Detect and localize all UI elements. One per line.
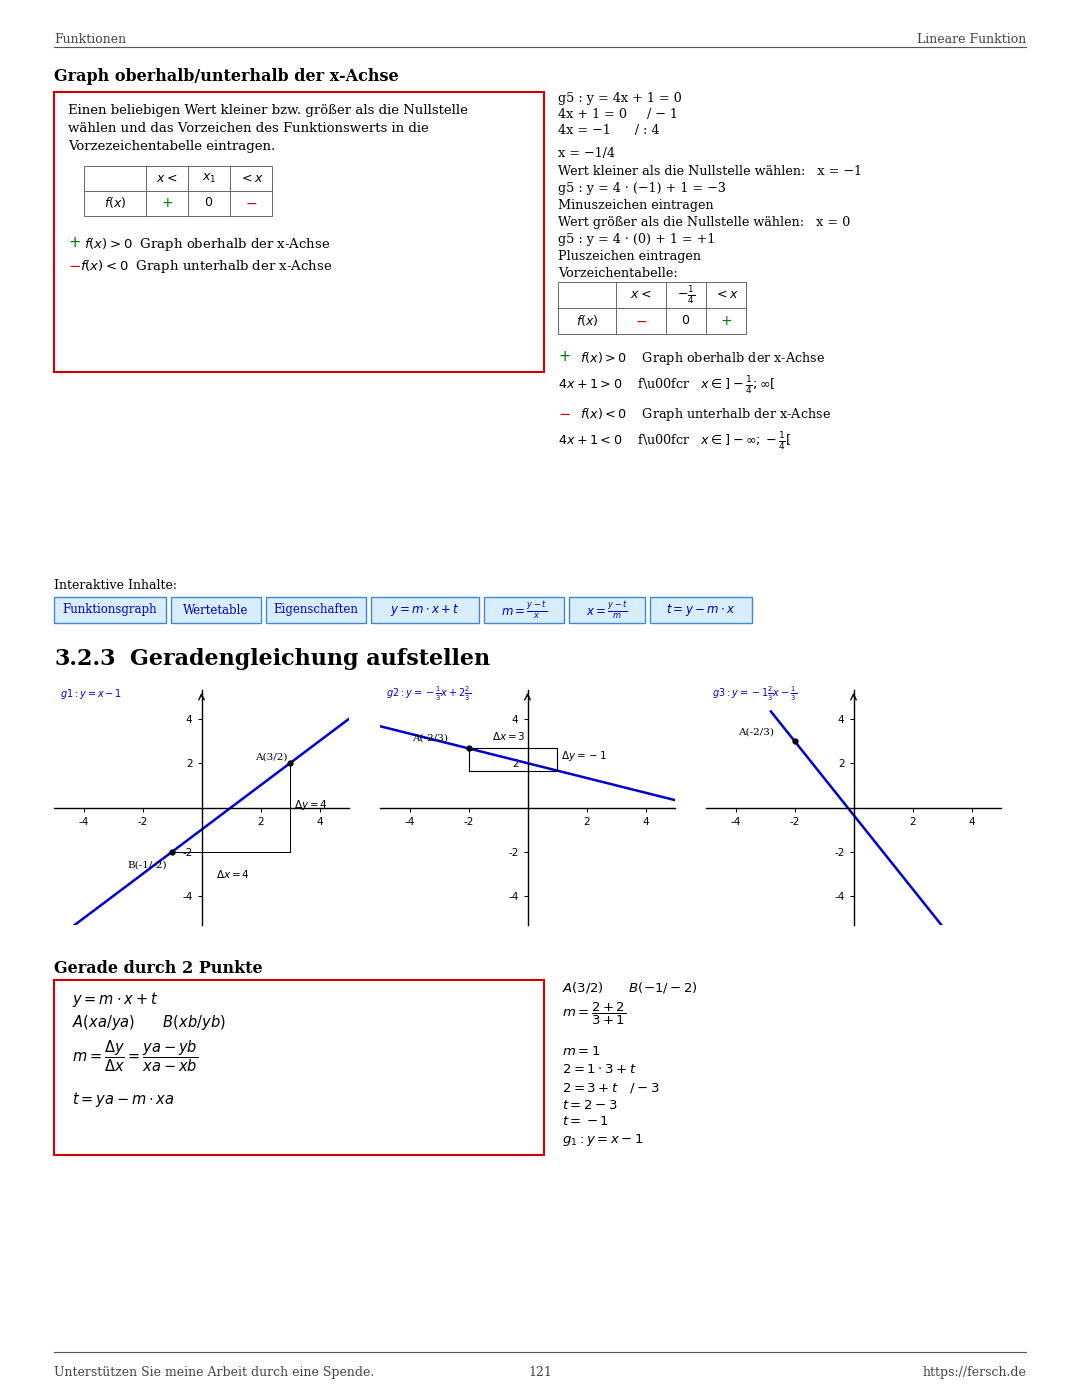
Text: $A(3/2)\quad\quad B(-1/-2)$: $A(3/2)\quad\quad B(-1/-2)$	[562, 981, 698, 995]
Text: Interaktive Inhalte:: Interaktive Inhalte:	[54, 578, 177, 592]
Text: Geradengleichung aufstellen: Geradengleichung aufstellen	[130, 648, 490, 671]
Text: $\Delta x = 3$: $\Delta x = 3$	[492, 729, 526, 742]
Text: A(-2/3): A(-2/3)	[739, 728, 774, 736]
Text: 4x + 1 = 0     / − 1: 4x + 1 = 0 / − 1	[558, 108, 678, 122]
Text: 4x = −1      / : 4: 4x = −1 / : 4	[558, 124, 660, 137]
Text: Gerade durch 2 Punkte: Gerade durch 2 Punkte	[54, 960, 262, 977]
Bar	[650, 597, 752, 623]
Text: $x = \frac{y-t}{m}$: $x = \frac{y-t}{m}$	[586, 599, 629, 620]
Text: $m = \frac{y-t}{x}$: $m = \frac{y-t}{x}$	[501, 599, 548, 620]
Text: $-$: $-$	[245, 196, 257, 210]
Text: $t = 2 - 3$: $t = 2 - 3$	[562, 1099, 618, 1112]
Text: $+$: $+$	[68, 236, 81, 250]
Text: g5 : y = 4x + 1 = 0: g5 : y = 4x + 1 = 0	[558, 92, 681, 105]
Text: $y = m \cdot x + t$: $y = m \cdot x + t$	[72, 990, 159, 1009]
Text: Pluszeichen eintragen: Pluszeichen eintragen	[558, 250, 701, 263]
Text: $-\frac{1}{4}$: $-\frac{1}{4}$	[677, 284, 696, 306]
Text: $f(x)$: $f(x)$	[576, 313, 598, 328]
Text: Unterstützen Sie meine Arbeit durch eine Spende.: Unterstützen Sie meine Arbeit durch eine…	[54, 1366, 375, 1379]
Text: Einen beliebigen Wert kleiner bzw. größer als die Nullstelle: Einen beliebigen Wert kleiner bzw. größe…	[68, 103, 468, 117]
Text: $< x$: $< x$	[714, 289, 739, 302]
Text: $y = m \cdot x + t$: $y = m \cdot x + t$	[390, 602, 460, 617]
Text: B(-1/-2): B(-1/-2)	[127, 861, 167, 869]
Text: $2 = 1 \cdot 3 + t$: $2 = 1 \cdot 3 + t$	[562, 1063, 637, 1076]
Text: $0$: $0$	[204, 197, 214, 210]
Text: $4x + 1 > 0$    f\u00fcr   $x \in ]-\frac{1}{4}; \infty[$: $4x + 1 > 0$ f\u00fcr $x \in ]-\frac{1}{…	[558, 374, 775, 395]
Text: $x_1$: $x_1$	[202, 172, 216, 184]
Bar	[54, 92, 544, 372]
Bar	[54, 597, 166, 623]
Bar	[54, 981, 544, 1155]
Text: $A(xa/ya)\quad\quad B(xb/yb)$: $A(xa/ya)\quad\quad B(xb/yb)$	[72, 1013, 226, 1032]
Text: $f(x) > 0$  Graph oberhalb der x-Achse: $f(x) > 0$ Graph oberhalb der x-Achse	[84, 236, 330, 253]
Text: $t = ya - m \cdot xa$: $t = ya - m \cdot xa$	[72, 1090, 175, 1109]
Text: $g2: y = -\frac{1}{3}x + 2\frac{2}{3}$: $g2: y = -\frac{1}{3}x + 2\frac{2}{3}$	[386, 685, 471, 703]
Bar	[558, 282, 746, 334]
Text: $g1: y = x - 1$: $g1: y = x - 1$	[59, 687, 122, 701]
Text: Wert kleiner als die Nullstelle wählen:   x = −1: Wert kleiner als die Nullstelle wählen: …	[558, 165, 862, 177]
Text: $t = y - m \cdot x$: $t = y - m \cdot x$	[666, 602, 735, 617]
Text: Funktionen: Funktionen	[54, 34, 126, 46]
Text: A(3/2): A(3/2)	[255, 753, 287, 761]
Bar	[569, 597, 645, 623]
Text: $m = \dfrac{2+2}{3+1}$: $m = \dfrac{2+2}{3+1}$	[562, 1002, 626, 1027]
Text: $-$: $-$	[635, 314, 647, 328]
Text: $m = 1$: $m = 1$	[562, 1045, 600, 1058]
Text: $-$: $-$	[68, 258, 81, 272]
Text: $f(x)$: $f(x)$	[104, 196, 126, 211]
Text: g5 : y = 4 · (−1) + 1 = −3: g5 : y = 4 · (−1) + 1 = −3	[558, 182, 726, 196]
Text: Minuszeichen eintragen: Minuszeichen eintragen	[558, 198, 714, 212]
Text: $g3: y = -1\frac{2}{3}x - \frac{1}{3}$: $g3: y = -1\frac{2}{3}x - \frac{1}{3}$	[712, 685, 797, 703]
Text: Eigenschaften: Eigenschaften	[273, 604, 359, 616]
Text: Wertetable: Wertetable	[184, 604, 248, 616]
Text: x = −1/4: x = −1/4	[558, 147, 615, 161]
Bar	[372, 597, 480, 623]
Text: $t = -1$: $t = -1$	[562, 1115, 609, 1127]
Text: Funktionsgraph: Funktionsgraph	[63, 604, 158, 616]
Text: $f(x) < 0$  Graph unterhalb der x-Achse: $f(x) < 0$ Graph unterhalb der x-Achse	[80, 258, 333, 275]
Text: $0$: $0$	[681, 314, 690, 327]
Text: $+$: $+$	[720, 314, 732, 328]
Text: $f(x) < 0$    Graph unterhalb der x-Achse: $f(x) < 0$ Graph unterhalb der x-Achse	[580, 407, 831, 423]
Text: Wert größer als die Nullstelle wählen:   x = 0: Wert größer als die Nullstelle wählen: x…	[558, 217, 850, 229]
Text: $x <$: $x <$	[631, 289, 651, 302]
Text: 121: 121	[528, 1366, 552, 1379]
Text: Vorzeichentabelle:: Vorzeichentabelle:	[558, 267, 678, 279]
Text: A(-2/3): A(-2/3)	[413, 733, 448, 743]
Text: Graph oberhalb/unterhalb der x-Achse: Graph oberhalb/unterhalb der x-Achse	[54, 68, 399, 85]
Bar	[484, 597, 564, 623]
Text: $g_1 : y = x - 1$: $g_1 : y = x - 1$	[562, 1132, 644, 1148]
Text: $4x + 1 < 0$    f\u00fcr   $x \in ]-\infty; -\frac{1}{4}[$: $4x + 1 < 0$ f\u00fcr $x \in ]-\infty; -…	[558, 430, 792, 453]
Text: $f(x) > 0$    Graph oberhalb der x-Achse: $f(x) > 0$ Graph oberhalb der x-Achse	[580, 351, 825, 367]
Bar	[171, 597, 261, 623]
Text: $+$: $+$	[558, 351, 570, 365]
Text: $+$: $+$	[161, 196, 173, 210]
Text: $\Delta y = 4$: $\Delta y = 4$	[295, 798, 328, 812]
Text: $-$: $-$	[558, 407, 570, 420]
Text: Vorzezeichentabelle eintragen.: Vorzezeichentabelle eintragen.	[68, 140, 275, 154]
Bar	[84, 166, 272, 217]
Text: 3.2.3: 3.2.3	[54, 648, 116, 671]
Bar	[266, 597, 366, 623]
Text: $2 = 3 + t\quad / - 3$: $2 = 3 + t\quad / - 3$	[562, 1081, 660, 1095]
Text: $\Delta x = 4$: $\Delta x = 4$	[216, 869, 251, 880]
Text: Lineare Funktion: Lineare Funktion	[917, 34, 1026, 46]
Text: $\Delta y = -1$: $\Delta y = -1$	[562, 749, 608, 763]
Text: wählen und das Vorzeichen des Funktionswerts in die: wählen und das Vorzeichen des Funktionsw…	[68, 122, 429, 136]
Text: $< x$: $< x$	[239, 172, 264, 184]
Text: $x <$: $x <$	[157, 172, 178, 184]
Text: g5 : y = 4 · (0) + 1 = +1: g5 : y = 4 · (0) + 1 = +1	[558, 233, 715, 246]
Text: $m = \dfrac{\Delta y}{\Delta x} = \dfrac{ya - yb}{xa - xb}$: $m = \dfrac{\Delta y}{\Delta x} = \dfrac…	[72, 1038, 198, 1073]
Text: https://fersch.de: https://fersch.de	[922, 1366, 1026, 1379]
